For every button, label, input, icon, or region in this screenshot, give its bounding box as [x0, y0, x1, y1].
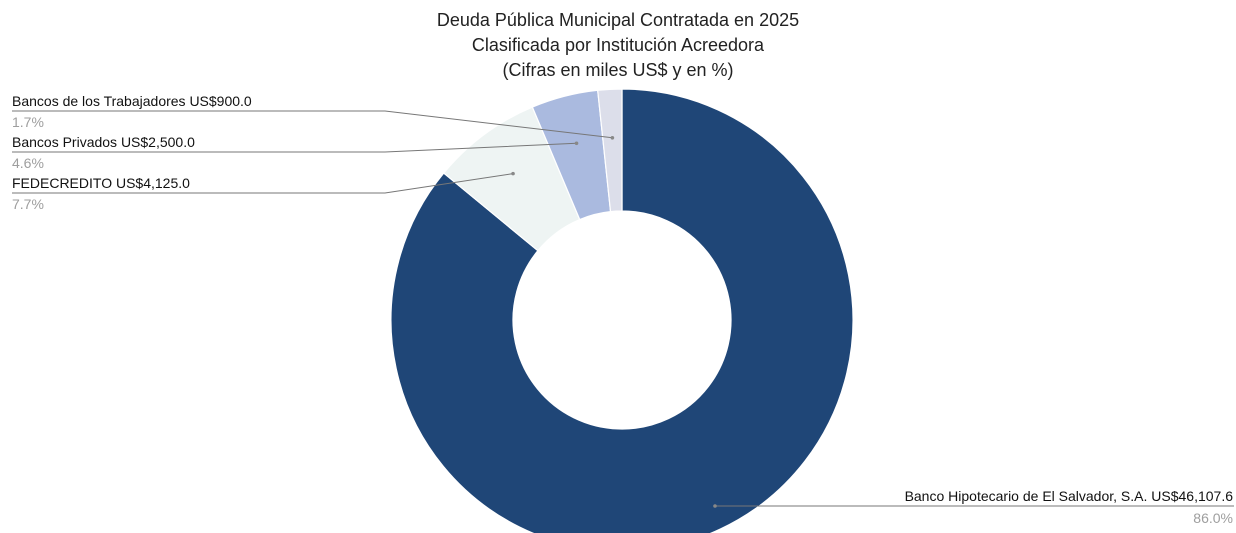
slice-label-2: Bancos Privados US$2,500.0	[12, 134, 195, 150]
slice-0	[390, 88, 854, 533]
leader-dot-1	[511, 171, 515, 176]
slice-3	[597, 88, 623, 213]
slice-percent-1: 7.7%	[12, 196, 44, 212]
leader-dot-2	[574, 141, 579, 146]
leader-line-3	[12, 110, 613, 139]
slice-label-1: FEDECREDITO US$4,125.0	[12, 175, 190, 191]
chart-title-line-2: Clasificada por Institución Acreedora	[471, 35, 765, 55]
slice-label-3: Bancos de los Trabajadores US$900.0	[12, 93, 252, 109]
slice-percent-3: 1.7%	[12, 114, 44, 130]
slice-percent-2: 4.6%	[12, 155, 44, 171]
leader-line-2	[12, 142, 577, 153]
chart-title-line-3: (Cifras en miles US$ y en %)	[502, 60, 734, 80]
chart-title-line-1: Deuda Pública Municipal Contratada en 20…	[436, 10, 800, 30]
leader-dot-0	[713, 504, 717, 508]
slice-percent-0: 86.0%	[1193, 510, 1233, 526]
leader-line-1	[12, 173, 514, 194]
slice-label-0: Banco Hipotecario de El Salvador, S.A. U…	[905, 488, 1234, 504]
leader-dot-3	[610, 135, 615, 140]
